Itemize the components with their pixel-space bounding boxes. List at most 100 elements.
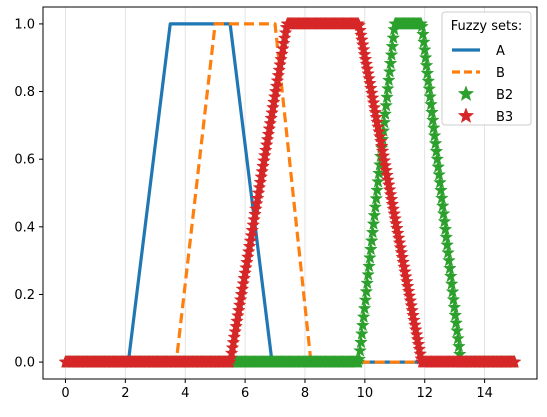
data-point [237,271,252,285]
legend-handle-B2 [457,85,475,102]
data-point [416,34,431,48]
data-point [425,105,439,119]
data-point [269,78,284,93]
data-point [238,265,252,279]
x-tick-label: 2 [121,386,129,401]
data-point [256,159,270,173]
data-point [225,340,240,354]
data-point [424,97,438,111]
data-point [255,164,270,178]
data-point [276,36,291,50]
data-point [360,275,375,290]
data-point [230,313,244,327]
data-point [267,89,282,103]
data-point [352,352,367,366]
data-point [430,151,445,166]
y-tick-label: 0.2 [14,288,35,303]
axes-layer: 0 2 4 6 8 10 12 14 0.0 0.2 0.4 0.6 0.8 1.0 [14,6,538,401]
data-point [439,230,454,244]
data-point [438,222,453,236]
data-point [233,292,248,306]
data-point [247,212,261,226]
data-point [272,62,287,77]
x-tick-label: 10 [357,386,374,401]
legend-label-B: B [496,66,505,81]
data-point [249,201,263,215]
data-point [244,228,259,242]
data-point [240,249,255,263]
data-point [253,175,268,189]
data-point [226,335,241,349]
data-point [277,30,292,44]
data-point [451,331,465,345]
data-point [228,324,243,338]
data-point [246,217,261,231]
data-point [357,301,372,315]
data-point [449,315,464,329]
data-point [359,284,374,298]
data-point [227,329,242,344]
data-point [379,98,393,112]
plot-layer [58,16,522,368]
data-point [443,269,458,283]
legend-label-B2: B2 [496,88,513,103]
legend-label-A: A [496,44,505,59]
data-point [252,180,267,194]
data-point [442,253,456,267]
data-point [254,169,269,183]
data-point [431,159,446,173]
data-point [251,185,266,199]
data-point [433,175,447,189]
data-point [224,345,239,360]
y-tick-label: 0.0 [14,356,35,371]
data-point [240,255,254,269]
x-tick-label: 14 [476,386,493,401]
data-point [420,66,435,80]
data-point [452,339,466,353]
data-point [443,261,457,275]
data-point [275,41,290,55]
data-point [446,292,461,306]
data-point [370,182,384,197]
data-point [361,267,375,281]
data-point [363,250,377,264]
data-point [428,136,443,150]
y-tick-label: 1.0 [14,17,35,32]
data-point [270,73,285,87]
data-point [266,95,281,109]
data-point [507,354,522,368]
data-point [243,233,258,247]
data-point [369,191,384,205]
data-point [266,100,280,114]
data-point [242,239,257,253]
x-tick-label: 4 [181,386,189,401]
data-point [271,68,286,82]
data-point [434,190,449,205]
chart-legend: Fuzzy sets: AB B2 B3 [441,11,532,126]
data-point [367,208,382,222]
data-point [232,297,247,311]
legend-handle-B3 [457,107,475,124]
data-point [363,242,378,256]
data-point [231,308,245,322]
data-point [415,19,429,33]
data-point [257,148,272,162]
data-point [231,303,246,317]
data-point [427,128,442,142]
data-point [381,73,396,87]
data-point [447,300,462,314]
legend-title: Fuzzy sets: [451,19,523,34]
data-point [437,214,452,228]
data-point [448,308,463,322]
data-point [426,120,441,134]
data-point [234,287,249,301]
data-point [382,64,397,78]
legend-label-B3: B3 [496,110,513,125]
data-point [423,89,437,103]
data-point [249,196,264,210]
data-point [265,105,279,119]
x-tick-label: 6 [241,386,249,401]
data-point [384,47,399,61]
